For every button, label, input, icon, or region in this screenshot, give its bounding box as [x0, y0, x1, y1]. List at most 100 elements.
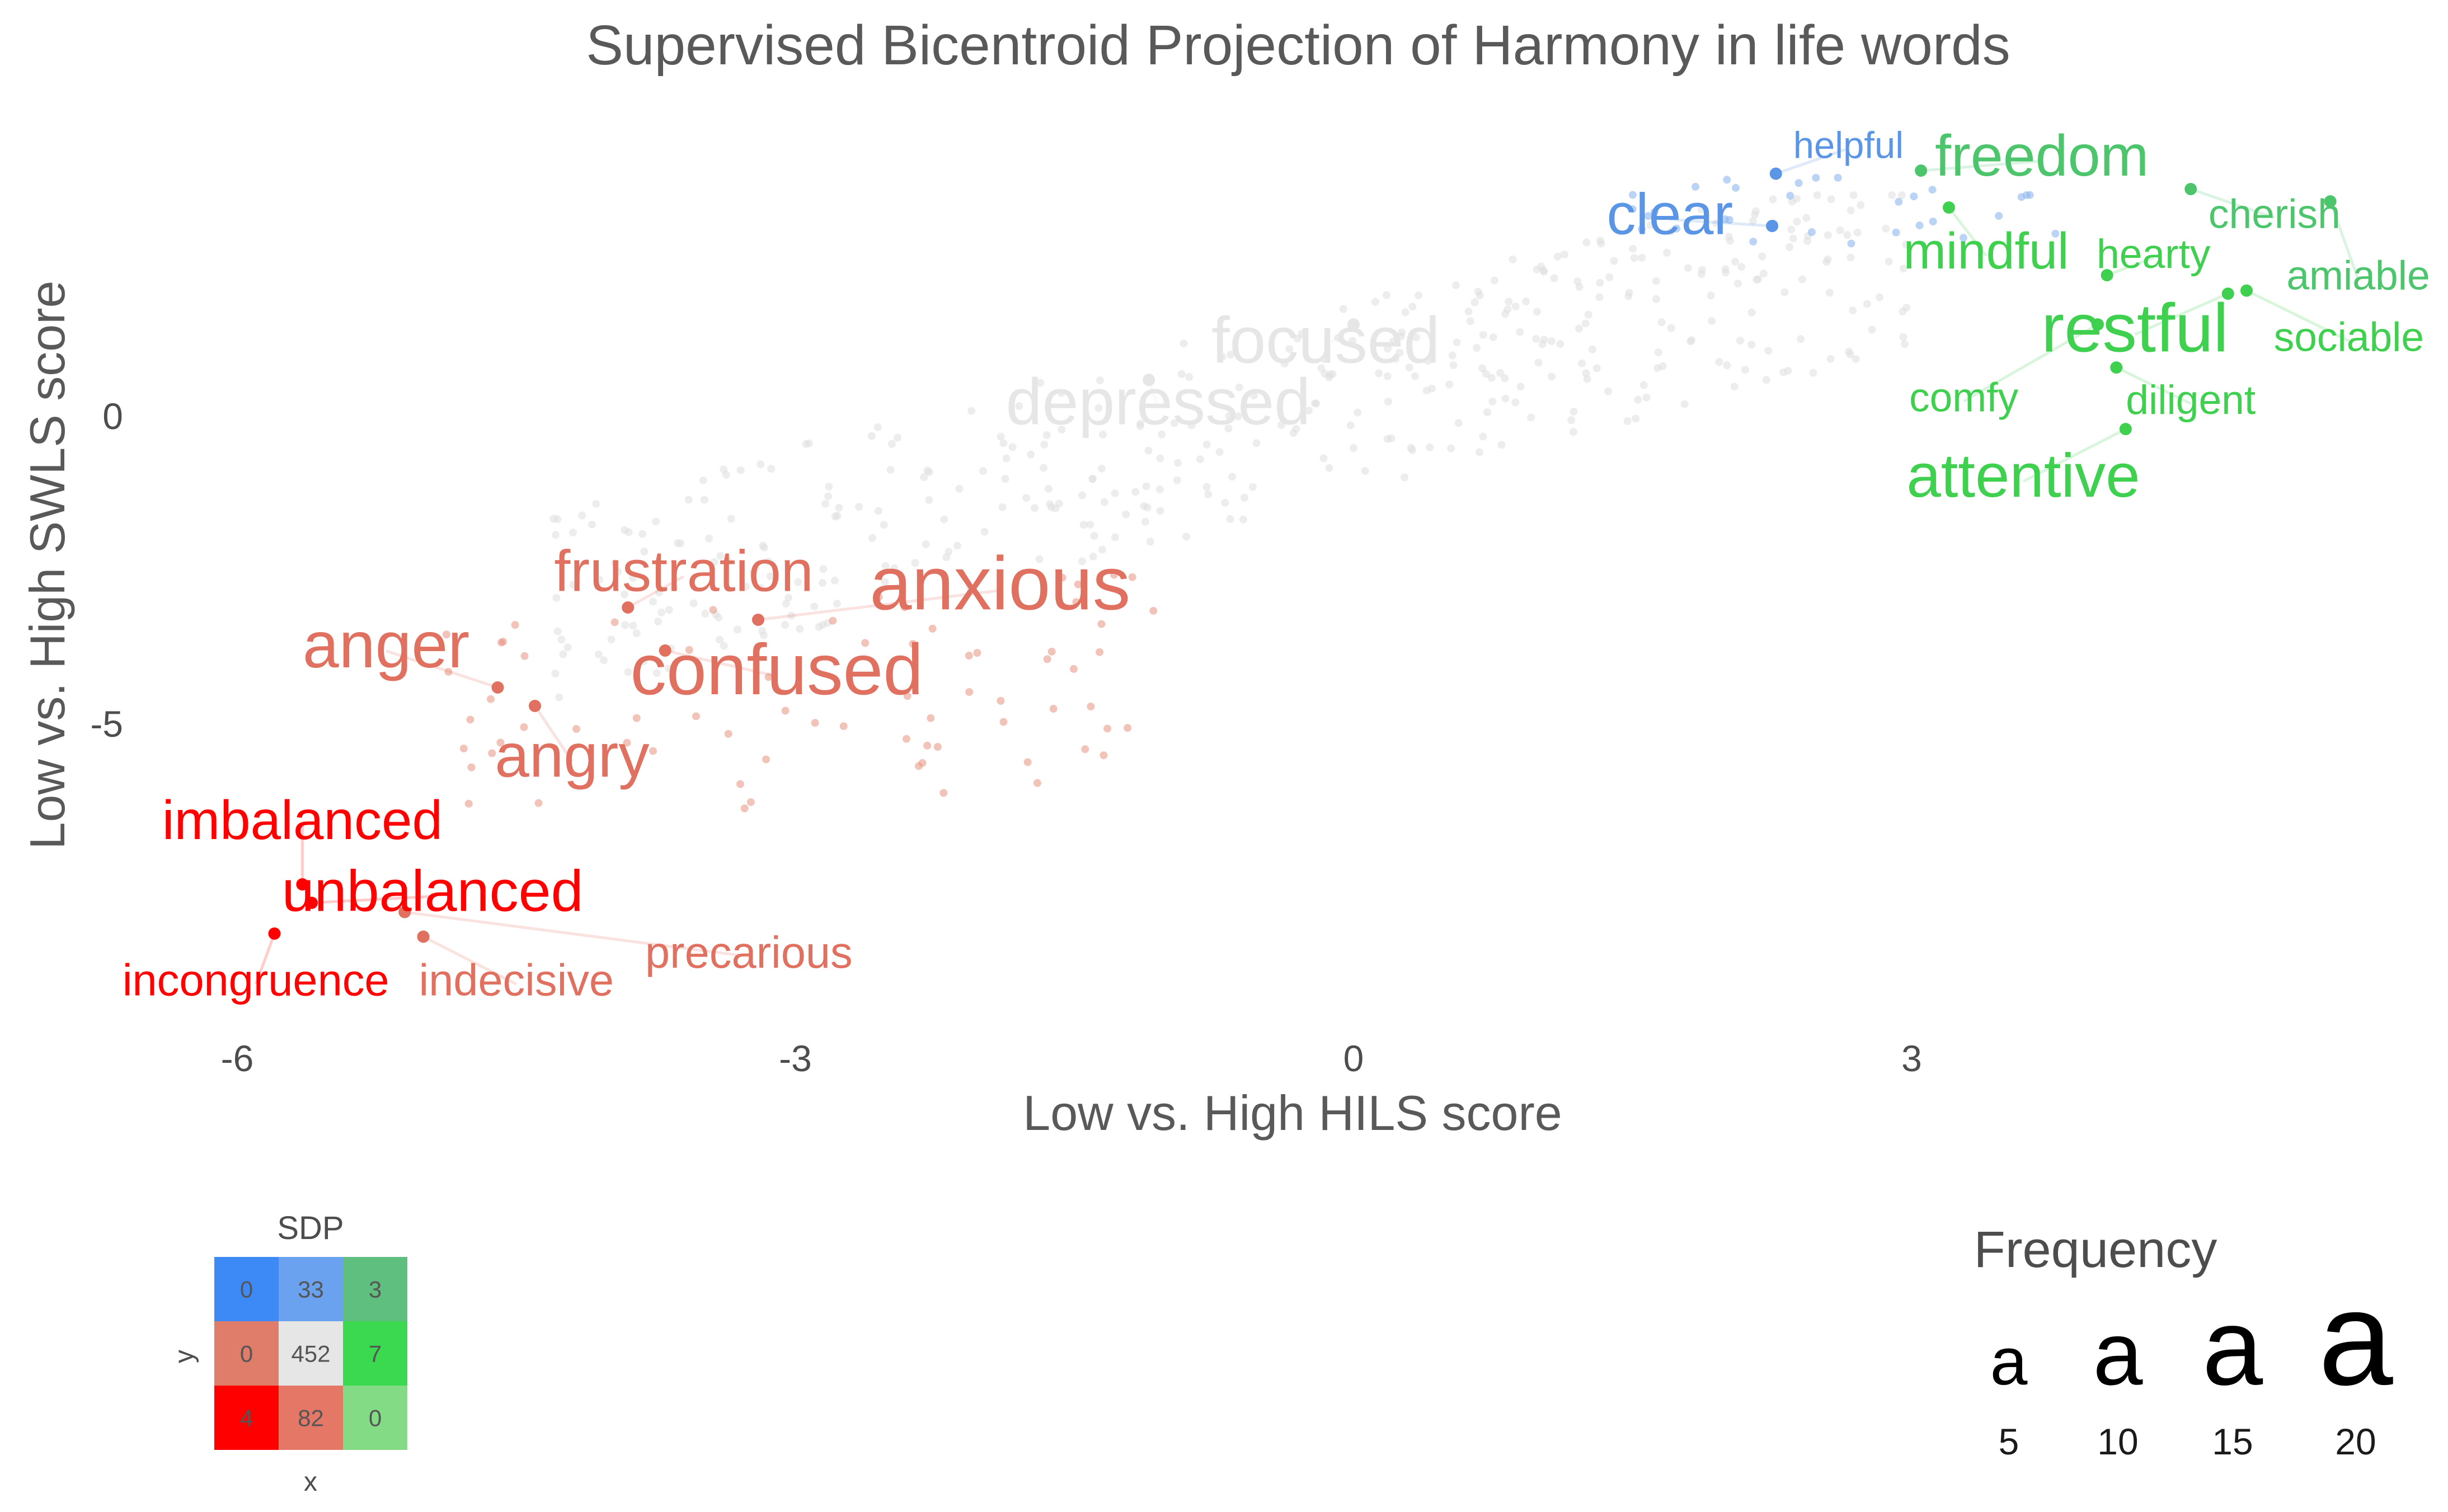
background-point: [973, 649, 981, 657]
sdp-cell: [343, 1257, 407, 1321]
x-axis-ticks: -6 -3 0 3: [221, 1038, 1922, 1079]
point-hearty: [2101, 269, 2113, 281]
background-point: [716, 552, 725, 560]
background-point: [1226, 515, 1234, 523]
background-point: [1667, 324, 1675, 332]
background-point: [1361, 467, 1369, 475]
background-point: [762, 755, 770, 764]
background-point: [1780, 288, 1789, 296]
background-point: [1797, 335, 1805, 343]
connector-freedom: [1920, 159, 2042, 172]
background-point: [1752, 275, 1761, 284]
background-point: [724, 729, 732, 738]
background-point: [1846, 206, 1855, 215]
background-point: [1786, 191, 1794, 200]
frequency-legend-items: a 5 a 10 a 15 a 20: [1990, 1263, 2394, 1462]
background-point: [1401, 473, 1409, 482]
background-point: [1346, 421, 1355, 430]
background-point: [1708, 317, 1716, 325]
background-point: [1149, 606, 1158, 615]
y-tick-label: -5: [90, 703, 123, 745]
background-point: [1888, 191, 1896, 199]
background-point: [1348, 337, 1356, 345]
background-point: [867, 432, 876, 440]
background-point: [1445, 380, 1454, 389]
sdp-legend-x-label: x: [304, 1467, 317, 1497]
frequency-legend: Frequency a 5 a 10 a 15 a 20: [1974, 1221, 2394, 1462]
connector-hearty: [2106, 256, 2154, 277]
background-point: [1098, 545, 1107, 554]
background-point: [1140, 502, 1148, 510]
background-point: [965, 652, 973, 660]
background-point: [1731, 257, 1740, 266]
background-point: [1900, 340, 1909, 348]
background-point: [1383, 372, 1392, 380]
word-label-comfy: comfy: [1909, 374, 2019, 420]
background-point: [1747, 341, 1756, 349]
background-point: [1707, 291, 1715, 300]
background-point: [1040, 440, 1049, 449]
background-point: [1639, 381, 1648, 389]
background-point: [1732, 183, 1740, 192]
background-point: [1177, 370, 1186, 378]
background-point: [1723, 176, 1731, 184]
connector-restful: [2134, 292, 2229, 336]
word-label-focused: focused: [1211, 303, 1440, 376]
background-point: [1857, 201, 1865, 209]
background-point: [1825, 289, 1834, 297]
background-point: [1277, 421, 1285, 429]
background-point: [1031, 504, 1039, 512]
background-point: [1592, 364, 1601, 373]
background-point: [1583, 375, 1591, 383]
background-point: [1453, 338, 1461, 347]
connector-unbalanced: [311, 894, 433, 905]
background-point: [1407, 444, 1415, 452]
background-point: [1688, 336, 1696, 345]
background-point: [766, 572, 774, 581]
background-point: [953, 541, 962, 550]
background-point: [903, 692, 911, 700]
background-point: [911, 559, 919, 567]
point-helpful: [1769, 167, 1782, 180]
connector-incongruence: [254, 933, 276, 985]
background-point: [1623, 417, 1632, 425]
background-point: [1654, 348, 1662, 357]
background-point: [1813, 191, 1821, 199]
background-point: [594, 650, 603, 658]
background-point: [629, 621, 637, 630]
background-point: [1423, 356, 1432, 365]
word-label-clear: clear: [1606, 182, 1733, 247]
background-point: [1910, 192, 1918, 201]
background-point: [607, 635, 615, 644]
background-point: [1412, 333, 1421, 342]
background-point: [621, 590, 629, 599]
background-point: [1405, 364, 1413, 372]
background-point: [767, 465, 776, 473]
background-point: [1022, 494, 1031, 502]
sdp-cell-value: 0: [369, 1405, 382, 1431]
background-point: [1466, 317, 1474, 326]
background-point: [997, 696, 1005, 705]
background-point: [1097, 464, 1106, 473]
background-point: [1142, 482, 1150, 491]
sdp-cell-value: 33: [298, 1277, 324, 1303]
background-point: [629, 574, 637, 582]
point-cherish: [2184, 183, 2197, 195]
background-point: [880, 521, 888, 529]
background-point: [997, 432, 1005, 441]
background-point: [1096, 376, 1104, 384]
background-point: [1350, 444, 1358, 453]
x-tick-label: 3: [1901, 1038, 1922, 1079]
background-point: [833, 600, 841, 608]
background-point: [1537, 262, 1545, 271]
background-point: [1915, 222, 1924, 230]
background-point: [886, 465, 895, 474]
background-point: [621, 621, 629, 629]
background-point: [1584, 310, 1592, 319]
background-point: [819, 579, 827, 587]
background-point: [1501, 374, 1509, 383]
background-point: [1487, 374, 1496, 382]
sdp-legend-title: SDP: [277, 1210, 344, 1246]
background-point: [1876, 293, 1884, 302]
word-label-incongruence: incongruence: [123, 955, 389, 1005]
